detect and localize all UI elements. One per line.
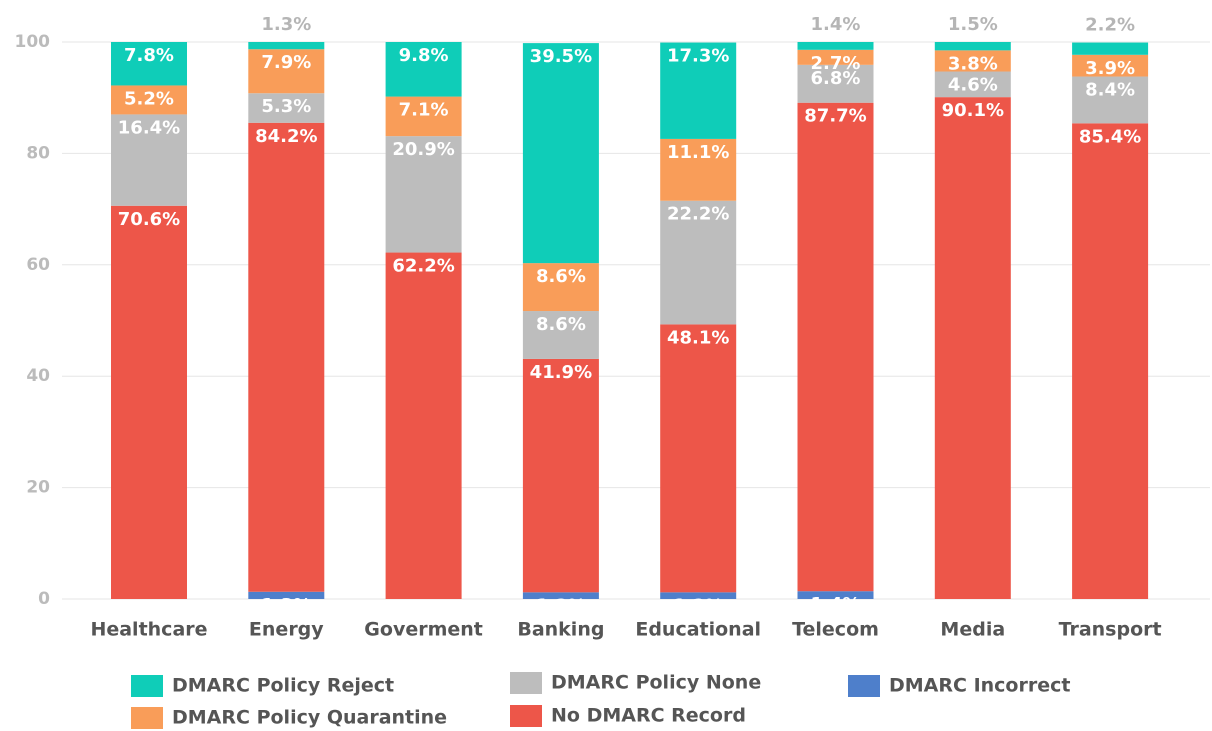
- data-label: 6.8%: [811, 68, 861, 89]
- data-label: 11.1%: [667, 142, 729, 163]
- bar-segment: [934, 50, 1011, 72]
- data-label: 84.2%: [255, 126, 317, 147]
- bar-segment: [385, 42, 462, 97]
- data-label: 1.2%: [536, 595, 586, 616]
- legend-label: DMARC Policy None: [551, 672, 761, 694]
- bar-segment: [797, 42, 874, 50]
- y-tick-label: 100: [15, 32, 51, 52]
- bar-segment: [522, 358, 599, 593]
- data-label: 8.4%: [1085, 80, 1135, 101]
- bar-segment: [522, 263, 599, 312]
- bar-segment: [248, 93, 325, 123]
- x-tick-label: Transport: [1059, 619, 1162, 641]
- y-tick-label: 40: [26, 366, 50, 386]
- bar-segment: [1072, 54, 1149, 77]
- data-label: 7.9%: [261, 52, 311, 73]
- data-label: 4.6%: [948, 75, 998, 96]
- bar-segment: [248, 122, 325, 592]
- bar-segment: [660, 324, 737, 593]
- legend-swatch: [510, 705, 542, 727]
- data-label: 20.9%: [392, 139, 454, 160]
- bar-segment: [522, 311, 599, 359]
- legend-label: DMARC Incorrect: [889, 675, 1070, 697]
- data-label: 41.9%: [530, 362, 592, 383]
- legend-swatch: [131, 675, 163, 697]
- y-tick-label: 80: [26, 143, 50, 163]
- legend-label: No DMARC Record: [551, 705, 746, 727]
- x-tick-label: Media: [940, 619, 1005, 641]
- bar-segment: [797, 64, 874, 103]
- bar-segment: [248, 49, 325, 94]
- data-label: 8.6%: [536, 314, 586, 335]
- data-label: 48.1%: [667, 327, 729, 348]
- bar-segment: [385, 96, 462, 137]
- data-label: 5.2%: [124, 88, 174, 109]
- bar-segment: [111, 205, 187, 599]
- y-tick-label: 60: [26, 255, 50, 275]
- data-label: 62.2%: [392, 256, 454, 277]
- bar-segment: [111, 85, 187, 115]
- bar-segment: [111, 114, 187, 206]
- bar-segment: [248, 42, 325, 50]
- bar-segment: [660, 42, 737, 139]
- data-label: 85.4%: [1079, 126, 1141, 147]
- legend-label: DMARC Policy Quarantine: [172, 707, 447, 729]
- data-label: 90.1%: [942, 100, 1004, 121]
- bar-segment: [522, 592, 599, 599]
- bar-segment: [1072, 123, 1149, 600]
- data-label: 1.3%: [261, 595, 311, 616]
- bar-segment: [522, 43, 599, 264]
- data-label: 1.4%: [811, 594, 861, 615]
- legend-swatch: [848, 675, 880, 697]
- bar-segment: [248, 591, 325, 599]
- bar-segment: [797, 591, 874, 599]
- y-tick-label: 0: [38, 589, 50, 609]
- x-tick-label: Educational: [635, 619, 761, 641]
- data-label: 7.1%: [399, 100, 449, 121]
- data-label: 39.5%: [530, 46, 592, 67]
- data-label: 1.4%: [811, 14, 861, 35]
- data-label: 1.2%: [673, 595, 723, 616]
- data-label: 9.8%: [399, 45, 449, 66]
- bar-segment: [385, 252, 462, 599]
- data-label: 3.8%: [948, 53, 998, 74]
- x-tick-label: Goverment: [364, 619, 483, 641]
- data-label: 1.5%: [948, 14, 998, 35]
- data-label: 2.2%: [1085, 15, 1135, 36]
- x-tick-label: Telecom: [792, 619, 879, 641]
- data-label: 16.4%: [118, 117, 180, 138]
- data-label: 17.3%: [667, 46, 729, 67]
- bar-segment: [934, 42, 1011, 51]
- legend-swatch: [510, 672, 542, 694]
- bar-segment: [934, 97, 1011, 599]
- bar-segment: [797, 49, 874, 65]
- data-label: 3.9%: [1085, 58, 1135, 79]
- bar-segment: [934, 71, 1011, 98]
- bar-segment: [385, 136, 462, 253]
- bar-segment: [660, 138, 737, 201]
- data-label: 70.6%: [118, 209, 180, 230]
- data-label: 87.7%: [804, 106, 866, 127]
- x-tick-label: Banking: [517, 619, 604, 641]
- x-tick-label: Healthcare: [90, 619, 207, 641]
- legend-swatch: [131, 707, 163, 729]
- bar-segment: [797, 102, 874, 592]
- data-label: 7.8%: [124, 45, 174, 66]
- y-tick-label: 20: [26, 478, 50, 498]
- bar-segment: [660, 200, 737, 325]
- legend-label: DMARC Policy Reject: [172, 675, 394, 697]
- bar-segment: [111, 42, 187, 86]
- bar-segment: [660, 592, 737, 599]
- bar-segment: [1072, 76, 1149, 124]
- data-label: 5.3%: [261, 96, 311, 117]
- data-label: 2.7%: [811, 53, 861, 74]
- data-label: 22.2%: [667, 204, 729, 225]
- bar-segment: [1072, 42, 1149, 55]
- data-label: 8.6%: [536, 266, 586, 287]
- x-tick-label: Energy: [249, 619, 324, 641]
- data-label: 1.3%: [261, 14, 311, 35]
